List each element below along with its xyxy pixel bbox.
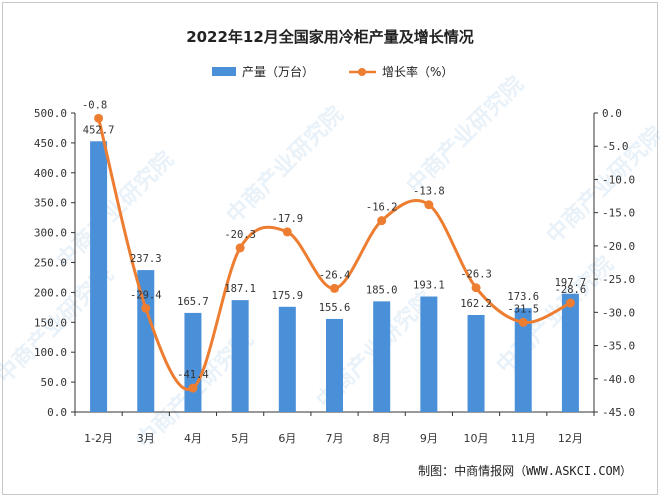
line-value-label: -26.4 <box>319 269 351 281</box>
line-point <box>235 243 245 253</box>
bar <box>90 141 108 412</box>
line-point <box>518 317 528 327</box>
bar-value-label: 165.7 <box>177 296 209 308</box>
line-point <box>565 298 575 308</box>
bar-value-label: 197.7 <box>555 277 587 289</box>
legend-line-marker <box>358 68 366 76</box>
bar-value-label: 185.0 <box>366 284 398 296</box>
bar-value-label: 155.6 <box>319 302 351 314</box>
legend-bar-label: 产量（万台） <box>242 64 314 79</box>
bar <box>231 300 249 412</box>
bar-value-label: 173.6 <box>507 291 539 303</box>
x-tick-label: 5月 <box>231 432 249 445</box>
y-right-tick-label: -10.0 <box>602 173 635 186</box>
line-point <box>471 283 481 293</box>
watermark-text: 中商产业研究院 <box>541 121 660 248</box>
line-value-label: -0.8 <box>82 99 107 111</box>
y-left-tick-label: 100.0 <box>34 346 67 359</box>
line-point <box>141 303 151 313</box>
bar-value-label: 237.3 <box>130 253 162 265</box>
y-left-tick-label: 0.0 <box>47 406 67 419</box>
y-left-tick-label: 300.0 <box>34 227 67 240</box>
watermark-text: 中商产业研究院 <box>221 101 348 228</box>
y-left-tick-label: 500.0 <box>34 107 67 120</box>
line-value-label: -20.3 <box>224 229 256 241</box>
y-left-tick-label: 250.0 <box>34 257 67 270</box>
bar-value-label: 162.2 <box>460 298 492 310</box>
line-point <box>377 216 387 226</box>
x-tick-label: 12月 <box>558 432 583 445</box>
x-tick-label: 7月 <box>326 432 344 445</box>
y-right-tick-label: -30.0 <box>602 306 635 319</box>
watermark-text: 中商产业研究院 <box>401 71 528 198</box>
bar-series <box>90 141 579 412</box>
y-right-tick-label: -45.0 <box>602 406 635 419</box>
bar <box>467 315 485 412</box>
data-labels: 452.7 237.3 165.7 187.1 175.9 155.6 185.0 193.1… <box>82 99 586 381</box>
line-value-label: -16.2 <box>366 202 398 214</box>
line-point <box>330 283 339 293</box>
legend-line-label: 增长率（%） <box>382 64 453 79</box>
bar-value-label: 193.1 <box>413 280 445 292</box>
line-point <box>188 383 198 393</box>
line-point <box>94 113 104 123</box>
y-right-tick-label: -40.0 <box>602 373 635 386</box>
legend-bar-swatch <box>212 67 236 76</box>
line-point <box>424 200 434 210</box>
bar-value-label: 187.1 <box>224 283 256 295</box>
y-left-tick-label: 450.0 <box>34 137 67 150</box>
bar <box>326 318 343 412</box>
bar <box>420 296 438 412</box>
source-note: 制图：中商情报网（WWW.ASKCI.COM） <box>418 463 632 478</box>
y-right-tick-label: -35.0 <box>602 340 635 353</box>
bar <box>514 308 532 412</box>
line-value-label: -17.9 <box>272 213 304 225</box>
y-right-tick-label: -15.0 <box>602 207 635 220</box>
bar <box>373 301 391 412</box>
bar-value-label: 452.7 <box>83 124 115 136</box>
y-left-tick-label: 400.0 <box>34 167 67 180</box>
line-value-label: -26.3 <box>460 269 492 281</box>
x-tick-label: 10月 <box>464 432 489 445</box>
line-value-label: -41.4 <box>177 369 209 381</box>
x-tick-label: 3月 <box>137 432 155 445</box>
line-value-label: -29.4 <box>130 289 162 301</box>
line-value-label: -28.6 <box>555 284 587 296</box>
x-tick-label: 8月 <box>373 432 391 445</box>
axes: 0.0 50.0 100.0 150.0 200.0 250.0 300.0 350.0 400… <box>34 107 635 445</box>
line-point <box>282 227 292 237</box>
x-tick-label: 9月 <box>420 432 438 445</box>
bar <box>137 270 155 412</box>
chart-title: 2022年12月全国家用冷柜产量及增长情况 <box>186 28 474 46</box>
bar <box>184 312 202 412</box>
bar <box>278 306 296 412</box>
x-tick-label: 4月 <box>184 432 202 445</box>
line-value-label: -31.5 <box>507 303 539 315</box>
legend: 产量（万台） 增长率（%） <box>212 64 453 79</box>
bar <box>561 293 579 412</box>
line-value-label: -13.8 <box>413 186 445 198</box>
bar-value-label: 175.9 <box>272 290 304 302</box>
x-tick-label: 11月 <box>511 432 536 445</box>
line-series <box>94 113 575 393</box>
y-right-tick-label: 0.0 <box>602 107 622 120</box>
y-left-tick-label: 150.0 <box>34 316 67 329</box>
y-left-tick-label: 50.0 <box>41 376 68 389</box>
x-tick-label: 6月 <box>278 432 296 445</box>
x-tick-label: 1-2月 <box>84 432 113 445</box>
y-left-tick-label: 200.0 <box>34 286 67 299</box>
y-left-tick-label: 350.0 <box>34 197 67 210</box>
y-right-tick-label: -5.0 <box>602 140 629 153</box>
y-right-tick-label: -25.0 <box>602 273 635 286</box>
y-right-tick-label: -20.0 <box>602 240 635 253</box>
